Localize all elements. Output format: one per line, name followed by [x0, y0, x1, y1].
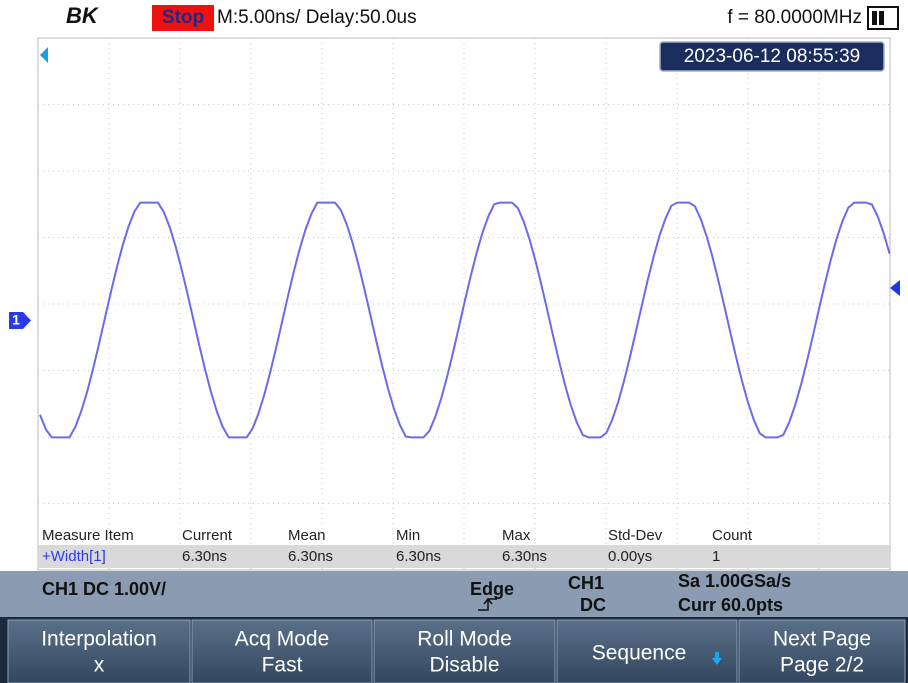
- softkey-label[interactable]: Interpolation: [41, 628, 157, 651]
- run-state[interactable]: Stop: [162, 7, 204, 28]
- measure-header: Max: [502, 527, 531, 544]
- measure-header: Std-Dev: [608, 527, 663, 544]
- channel-setting: CH1 DC 1.00V/: [42, 579, 166, 599]
- graticule-border: [37, 37, 891, 571]
- down-arrow-icon: [712, 652, 722, 665]
- trigger-coupling: DC: [580, 595, 606, 615]
- trigger-level-marker: [890, 280, 900, 296]
- trigger-position-marker: [40, 47, 48, 63]
- softkey-value[interactable]: x: [94, 654, 105, 677]
- measure-header: Count: [712, 527, 753, 544]
- trigger-type: Edge: [470, 579, 514, 599]
- softkey-label[interactable]: Acq Mode: [235, 628, 330, 651]
- timestamp-box: [659, 41, 885, 72]
- status-bar: [0, 571, 908, 617]
- softkey[interactable]: [191, 619, 373, 683]
- measure-cell: +Width[1]: [42, 548, 106, 565]
- softkey-label[interactable]: Sequence: [592, 642, 687, 665]
- memory-depth: Curr 60.0pts: [678, 595, 783, 615]
- softkey[interactable]: [738, 619, 906, 683]
- graticule: [38, 38, 890, 570]
- frequency: f = 80.0000MHz: [727, 7, 862, 28]
- softkey-label[interactable]: Next Page: [773, 628, 871, 651]
- timestamp: 2023-06-12 08:55:39: [684, 46, 860, 67]
- measure-header: Current: [182, 527, 233, 544]
- timebase: M:5.00ns/ Delay:50.0us: [217, 7, 417, 28]
- softkey[interactable]: [7, 619, 191, 683]
- softkey-value[interactable]: Disable: [429, 654, 499, 677]
- sample-rate: Sa 1.00GSa/s: [678, 571, 791, 591]
- channel-marker-arrow: [23, 312, 31, 329]
- measure-header: Min: [396, 527, 420, 544]
- rising-edge-icon: [478, 597, 497, 611]
- measure-row-bg: [38, 545, 890, 568]
- measure-cell: 6.30ns: [288, 548, 333, 565]
- logo: BK: [66, 3, 100, 28]
- measure-cell: 6.30ns: [182, 548, 227, 565]
- measure-cell: 6.30ns: [396, 548, 441, 565]
- measure-cell: 0.00ys: [608, 548, 652, 565]
- measure-header: Measure Item: [42, 527, 134, 544]
- softkey-value[interactable]: Fast: [262, 654, 303, 677]
- measure-cell: 6.30ns: [502, 548, 547, 565]
- channel-marker-box: [9, 312, 23, 329]
- softkey-value[interactable]: Page 2/2: [780, 654, 864, 677]
- run-state-box[interactable]: [152, 5, 214, 31]
- measure-header: Mean: [288, 527, 326, 544]
- measure-cell: 1: [712, 548, 720, 565]
- measure-table: Measure Item Current Mean Min Max Std-Dev Coun…: [42, 527, 753, 565]
- softkey-label[interactable]: Roll Mode: [417, 628, 512, 651]
- softkey[interactable]: [373, 619, 556, 683]
- battery-icon: [867, 6, 899, 30]
- softkey[interactable]: [556, 619, 738, 683]
- trigger-source: CH1: [568, 573, 604, 593]
- softkey-menu: Interpolation x Acq Mode Fast Roll Mode Disab…: [7, 619, 906, 683]
- waveform: [39, 201, 891, 439]
- channel-marker: 1: [12, 312, 20, 328]
